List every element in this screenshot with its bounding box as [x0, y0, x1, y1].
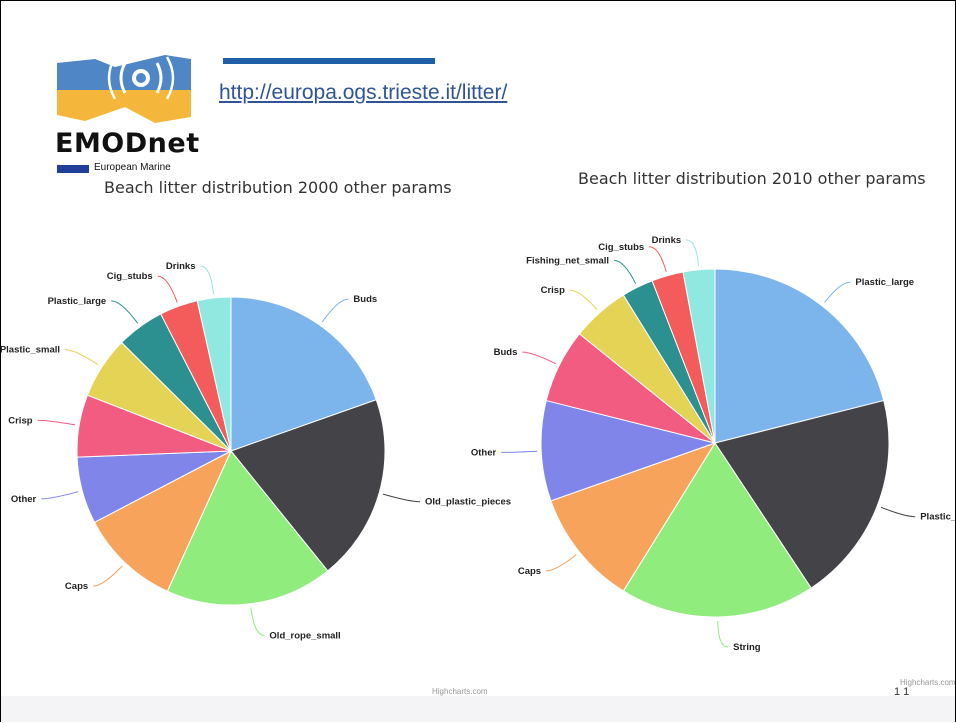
- pie2010-connector-3: [546, 554, 577, 572]
- credits-2000: Highcharts.com: [432, 687, 488, 696]
- pie2000-label-9: Drinks: [166, 261, 196, 272]
- pie2010-connector-1: [880, 506, 916, 518]
- pie2010-label-7: Fishing_net_small: [526, 255, 609, 266]
- litter-url-link[interactable]: http://europa.ogs.trieste.it/litter/: [219, 81, 508, 104]
- logo-text: EMODnet: [55, 128, 200, 159]
- pie2010-label-1: Plastic_small: [920, 512, 956, 523]
- pie2010-slice-3[interactable]: [550, 442, 717, 592]
- pie2000-label-5: Crisp: [8, 415, 32, 426]
- logo-subtext: European Marine: [94, 162, 171, 173]
- pie2000-slice-2[interactable]: [166, 450, 329, 606]
- pie2000-label-4: Other: [11, 494, 37, 505]
- pie2000-connector-4: [41, 491, 79, 500]
- pie2000-connector-6: [65, 349, 99, 366]
- pie2000-label-3: Caps: [65, 581, 88, 592]
- pie2010-label-4: Other: [471, 447, 497, 458]
- pie2000-connector-8: [157, 275, 178, 303]
- pie2000-label-2: Old_rope_small: [269, 631, 340, 642]
- pie2000-label-6: Plastic_small: [1, 345, 60, 356]
- pie2010-slice-4[interactable]: [540, 399, 717, 502]
- pie2010-connector-9: [686, 239, 700, 266]
- pie2000-connector-3: [93, 565, 123, 587]
- pie2010-label-0: Plastic_large: [855, 277, 914, 288]
- pie2010-connector-7: [614, 259, 637, 284]
- pie2010-connector-0: [824, 281, 851, 303]
- pie2010-label-6: Crisp: [541, 285, 565, 296]
- credits-2010: Highcharts.com: [900, 678, 956, 687]
- chart-title-2010: Beach litter distribution 2010 other par…: [578, 169, 926, 188]
- pie2000-connector-0: [321, 298, 349, 323]
- pie2010-connector-6: [569, 289, 598, 310]
- pie2010-slice-2[interactable]: [622, 442, 812, 618]
- emodnet-logo: [57, 55, 191, 123]
- page-number: 1 1: [894, 686, 910, 698]
- pie2010-slice-0[interactable]: [714, 268, 885, 444]
- pie2000-label-0: Buds: [353, 294, 377, 305]
- pie2010-label-8: Cig_stubs: [598, 242, 644, 253]
- pie2010-slice-9[interactable]: [682, 268, 716, 444]
- pie2010-slice-1[interactable]: [714, 399, 890, 589]
- pie2000-slice-3[interactable]: [93, 449, 233, 592]
- footer-band: [1, 696, 955, 722]
- pie2000-connector-2: [250, 607, 265, 637]
- pie2010-connector-5: [522, 351, 556, 365]
- pie2010-label-2: String: [733, 642, 761, 653]
- accent-line: [223, 58, 435, 64]
- pie2000-connector-1: [382, 493, 420, 503]
- chart-title-2000: Beach litter distribution 2000 other par…: [104, 178, 452, 197]
- pie2010-label-3: Caps: [518, 566, 541, 577]
- eu-flag-icon: [57, 165, 89, 173]
- pie2000-label-1: Old_plastic_pieces: [425, 497, 511, 508]
- pie2000-connector-5: [37, 419, 76, 426]
- pie2000-label-8: Cig_stubs: [107, 271, 153, 282]
- pie2010-connector-8: [649, 246, 667, 272]
- pie2000-slice-1[interactable]: [230, 399, 386, 572]
- pie2000-connector-9: [200, 265, 215, 295]
- pie2010-connector-2: [717, 620, 729, 648]
- pie2000-label-7: Plastic_large: [48, 296, 107, 307]
- pie2010-label-9: Drinks: [652, 235, 682, 246]
- pie2010-connector-4: [501, 450, 538, 453]
- pie2000-slice-9[interactable]: [196, 296, 232, 452]
- pie2010-label-5: Buds: [494, 347, 518, 358]
- pie2000-connector-7: [111, 300, 139, 324]
